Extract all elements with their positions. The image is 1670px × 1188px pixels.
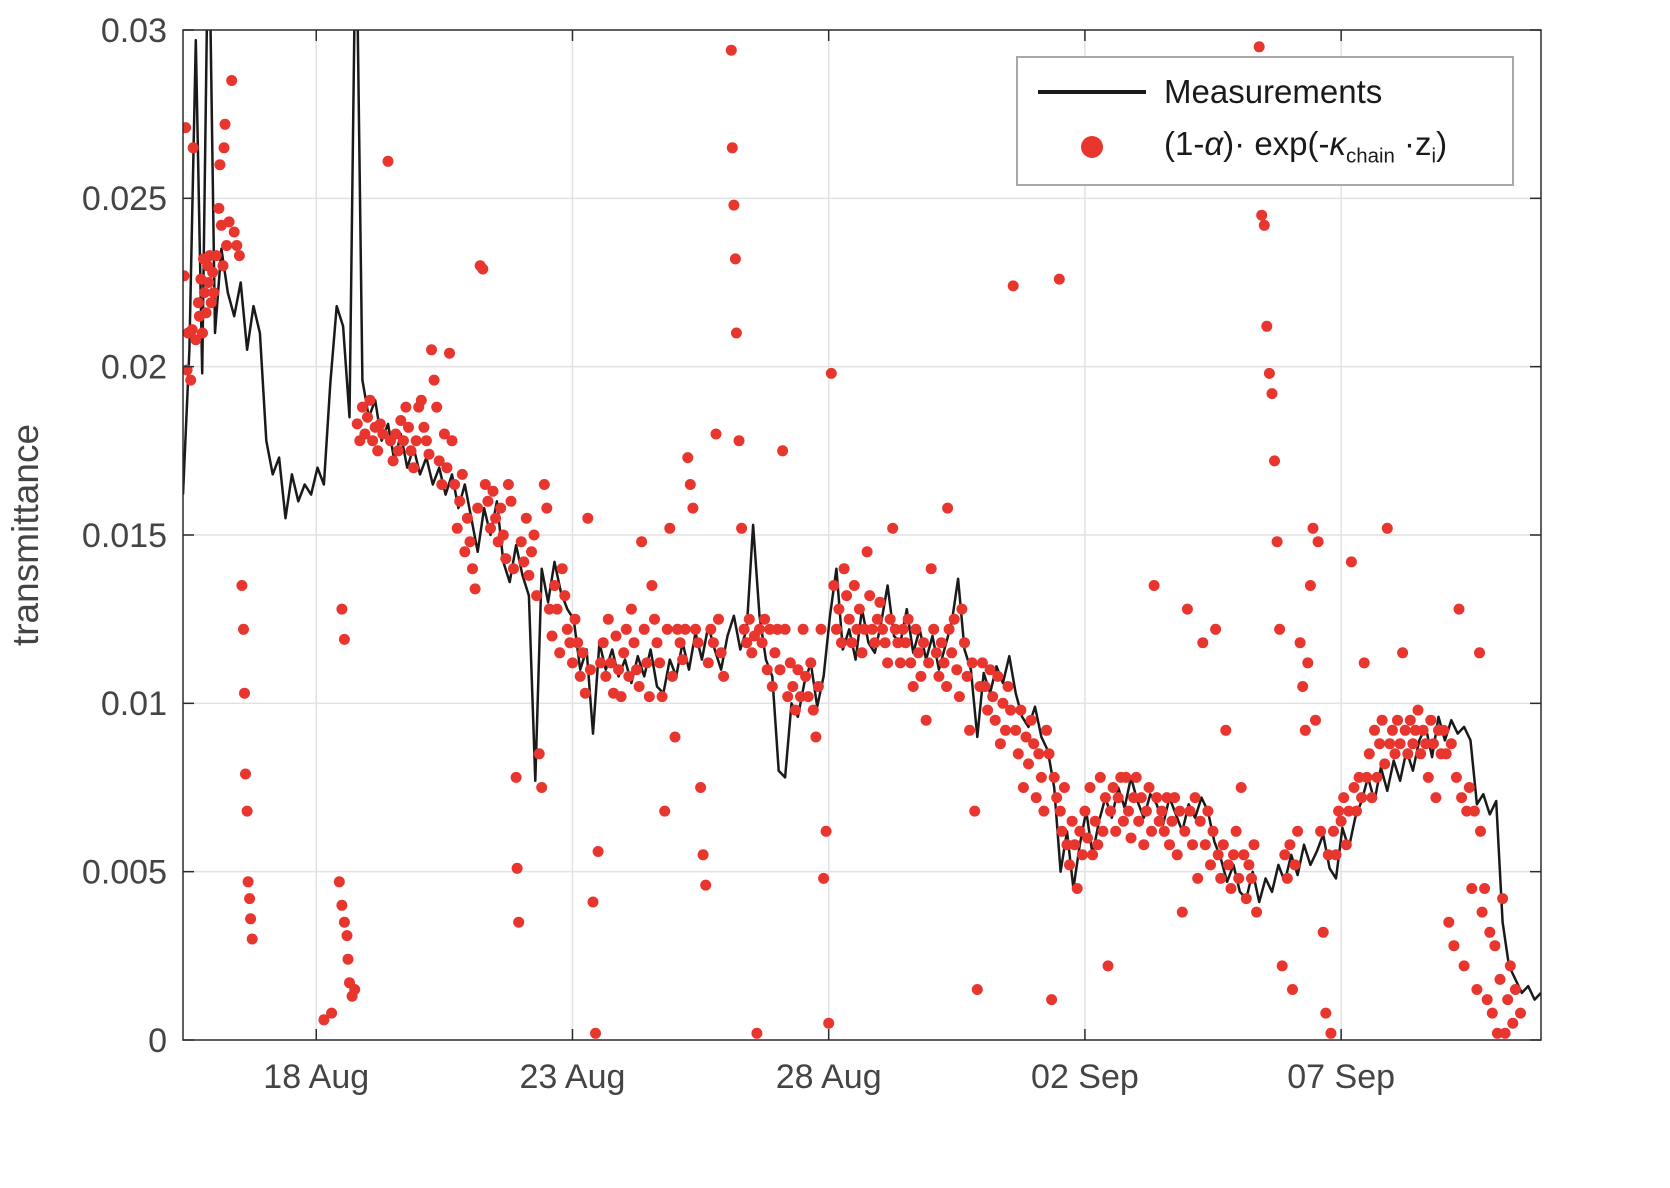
formula-kappa: κ [1329, 125, 1347, 163]
formula-part: ·z [1394, 125, 1432, 163]
legend-sample-area [1036, 90, 1148, 95]
legend: Measurements (1-α)· exp(-κchain ·zi) [1016, 56, 1514, 187]
legend-label-measurements: Measurements [1164, 73, 1383, 110]
x-tick-label: 23 Aug [520, 1058, 626, 1096]
x-tick-label: 28 Aug [776, 1058, 882, 1096]
y-tick-label: 0.02 [101, 349, 167, 387]
y-tick-label: 0.01 [101, 685, 167, 723]
x-tick-label: 18 Aug [263, 1058, 369, 1096]
formula-part: (1- [1164, 125, 1205, 163]
grid-lines [183, 30, 1541, 1040]
legend-line-sample [1038, 90, 1146, 95]
x-tick-labels: 18 Aug 23 Aug 28 Aug 02 Sep 07 Sep [263, 1058, 1395, 1096]
legend-dot-sample [1081, 136, 1103, 159]
formula-alpha: α [1204, 125, 1224, 163]
formula-sub-chain: chain [1346, 144, 1395, 168]
y-tick-label: 0.005 [82, 854, 167, 892]
y-tick-label: 0.025 [82, 180, 167, 218]
tick-marks [183, 29, 1541, 1041]
y-tick-label: 0.03 [101, 12, 167, 50]
y-axis-title: transmittance [5, 424, 46, 646]
y-tick-label: 0 [148, 1022, 167, 1060]
legend-item-measurements: Measurements [1036, 73, 1502, 110]
legend-sample-area [1036, 136, 1148, 159]
x-tick-label: 07 Sep [1287, 1058, 1395, 1096]
formula-sub-i: i [1431, 144, 1437, 168]
legend-item-model: (1-α)· exp(-κchain ·zi) [1036, 126, 1502, 168]
formula-part: ) [1436, 125, 1448, 163]
y-tick-label: 0.015 [82, 517, 167, 555]
legend-label-model-formula: (1-α)· exp(-κchain ·zi) [1164, 126, 1447, 168]
model-scatter-series [183, 41, 1526, 1039]
x-tick-label: 02 Sep [1031, 1058, 1139, 1096]
formula-part: )· exp(- [1223, 125, 1330, 163]
y-tick-labels: 0 0.005 0.01 0.015 0.02 0.025 0.03 [82, 12, 167, 1060]
